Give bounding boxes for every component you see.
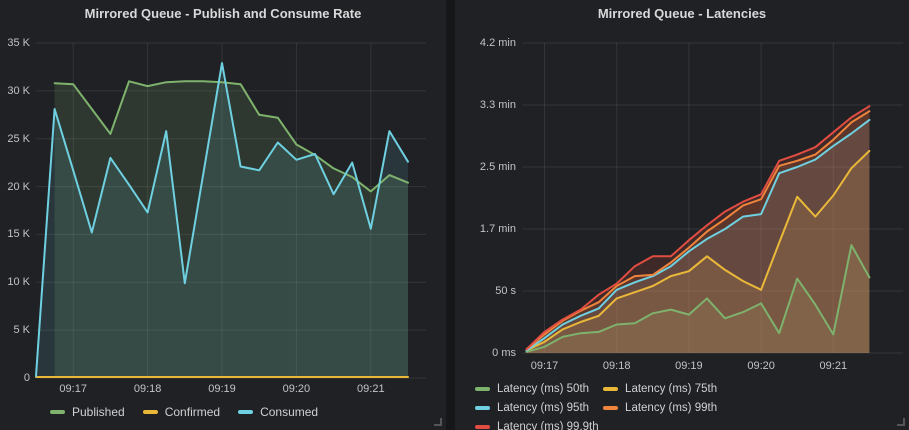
series-area-consumed [36, 63, 408, 378]
y-tick-label: 50 s [495, 285, 516, 297]
series-line-consumed [35, 62, 409, 378]
panel-latencies: Mirrored Queue - Latencies 0 ms 50 s 1.7 m… [455, 0, 909, 430]
legend-label: Confirmed [164, 405, 221, 419]
y-tick-label: 4.2 min [479, 37, 516, 49]
legend-label: Latency (ms) 95th [497, 402, 590, 414]
legend-item-consumed[interactable]: Consumed [238, 405, 318, 419]
x-tick-label: 09:18 [133, 383, 162, 395]
legend-item-latency-ms-95th[interactable]: Latency (ms) 95th [475, 402, 589, 414]
series-line-latency-ms-95th [525, 118, 871, 352]
y-tick-label: 15 K [7, 228, 30, 241]
panel-title[interactable]: Mirrored Queue - Publish and Consume Rat… [84, 6, 362, 21]
legend-label: Latency (ms) 75th [625, 383, 718, 395]
y-tick-label: 10 K [7, 276, 30, 289]
legend-label: Latency (ms) 50th [497, 383, 590, 395]
panel-resize-handle[interactable] [897, 418, 905, 426]
series-line-latency-ms-99-9th [525, 105, 871, 351]
legend-color-swatch [50, 410, 65, 414]
legend-item-latency-ms-99-9th[interactable]: Latency (ms) 99.9th [475, 421, 599, 430]
series-line-latency-ms-75th [525, 149, 871, 352]
x-tick-label: 09:18 [602, 360, 631, 372]
series-area-latency-ms-75th [526, 150, 870, 353]
legend: Latency (ms) 50th Latency (ms) 75th Latenc… [475, 383, 857, 430]
x-tick-label: 09:20 [747, 360, 775, 372]
panel-publish-consume-rate: Mirrored Queue - Publish and Consume Rat… [0, 0, 446, 430]
latencies-chart [522, 42, 903, 354]
legend-label: Consumed [260, 405, 319, 419]
panel-title[interactable]: Mirrored Queue - Latencies [597, 6, 767, 21]
legend-color-swatch [475, 406, 490, 410]
y-tick-label: 3.3 min [479, 99, 516, 111]
legend-color-swatch [603, 406, 619, 410]
series-line-published [53, 80, 409, 193]
series-area-published [54, 81, 408, 379]
y-tick-label: 1.7 min [479, 223, 516, 235]
x-tick-label: 09:17 [530, 360, 559, 372]
legend-color-swatch [475, 425, 490, 429]
y-tick-label: 35 K [7, 37, 30, 49]
legend-label: Latency (ms) 99th [625, 402, 718, 414]
panel-resize-handle[interactable] [434, 418, 442, 426]
legend-label: Latency (ms) 99.9th [497, 421, 599, 430]
legend-item-confirmed[interactable]: Confirmed [142, 405, 221, 419]
legend-item-latency-ms-75th[interactable]: Latency (ms) 75th [603, 383, 717, 395]
legend-item-latency-ms-50th[interactable]: Latency (ms) 50th [475, 383, 589, 395]
legend-item-published[interactable]: Published [50, 405, 125, 419]
y-tick-label: 0 ms [492, 347, 516, 359]
x-tick-label: 09:17 [59, 383, 87, 395]
y-tick-label: 0 [23, 372, 30, 384]
y-tick-label: 5 K [13, 324, 30, 337]
y-tick-label: 30 K [7, 84, 30, 97]
y-tick-label: 20 K [7, 180, 30, 193]
publish-consume-chart [35, 42, 426, 379]
legend-color-swatch [475, 387, 490, 391]
x-tick-label: 09:21 [819, 360, 848, 372]
x-tick-label: 09:19 [675, 360, 703, 372]
legend-item-latency-ms-99th[interactable]: Latency (ms) 99th [603, 402, 717, 414]
legend-label: Published [72, 405, 125, 419]
series-line-latency-ms-50th [525, 244, 871, 353]
y-tick-label: 2.5 min [479, 161, 516, 173]
x-tick-label: 09:20 [282, 383, 311, 395]
legend-color-swatch [142, 410, 158, 414]
y-tick-label: 25 K [7, 132, 30, 145]
legend-color-swatch [238, 410, 254, 414]
x-tick-label: 09:21 [357, 383, 385, 395]
series-line-latency-ms-99th [525, 110, 871, 351]
legend-color-swatch [603, 387, 619, 391]
x-tick-label: 09:19 [208, 383, 236, 395]
legend: Published Confirmed Consumed [50, 405, 336, 419]
series-area-latency-ms-50th [526, 245, 870, 353]
